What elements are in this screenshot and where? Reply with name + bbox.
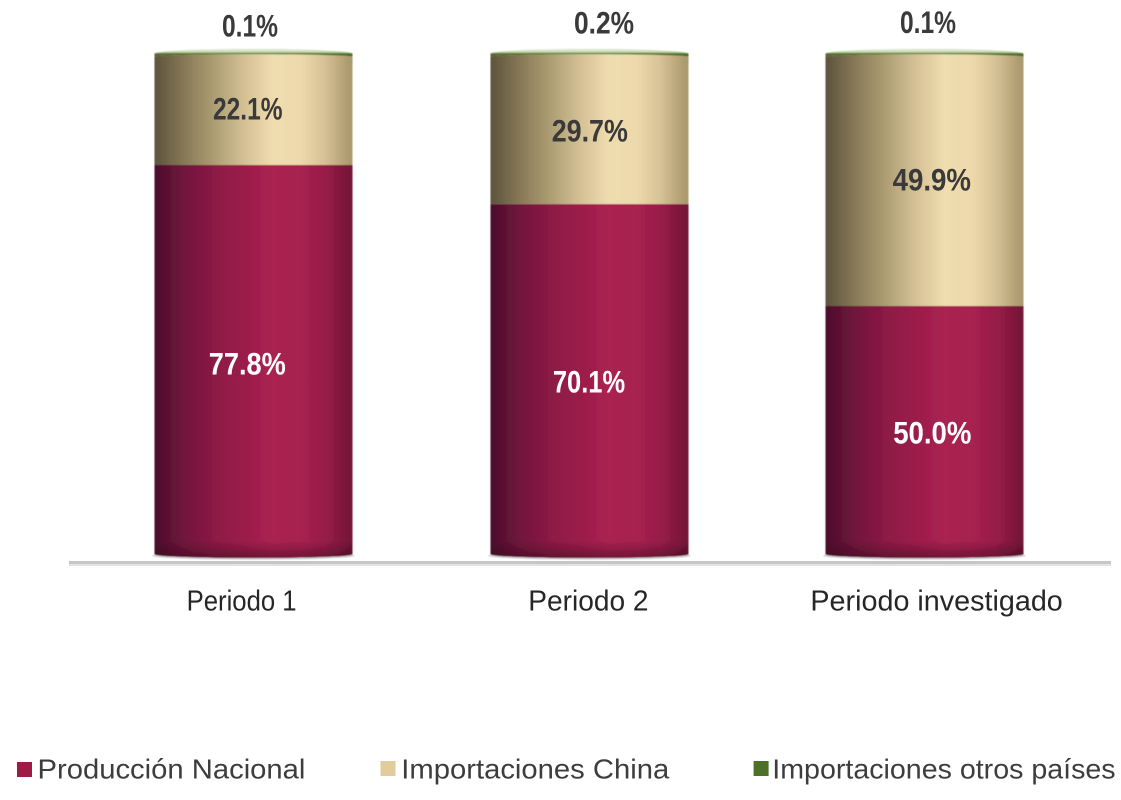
svg-text:Periodo 1: Periodo 1 <box>187 586 297 618</box>
svg-text:Periodo investigado: Periodo investigado <box>810 586 1062 618</box>
svg-text:0.1%: 0.1% <box>222 8 278 44</box>
svg-text:Producción Nacional: Producción Nacional <box>38 753 306 784</box>
svg-text:70.1%: 70.1% <box>553 364 625 400</box>
svg-text:Importaciones China: Importaciones China <box>401 753 669 784</box>
svg-text:Periodo 2: Periodo 2 <box>528 586 648 618</box>
svg-text:0.2%: 0.2% <box>574 5 634 41</box>
svg-text:50.0%: 50.0% <box>893 415 971 451</box>
svg-text:Importaciones otros países: Importaciones otros países <box>772 753 1115 784</box>
svg-text:77.8%: 77.8% <box>209 345 286 381</box>
svg-text:29.7%: 29.7% <box>552 112 628 148</box>
svg-text:49.9%: 49.9% <box>893 161 971 197</box>
svg-text:22.1%: 22.1% <box>213 91 283 127</box>
svg-text:0.1%: 0.1% <box>900 4 956 40</box>
